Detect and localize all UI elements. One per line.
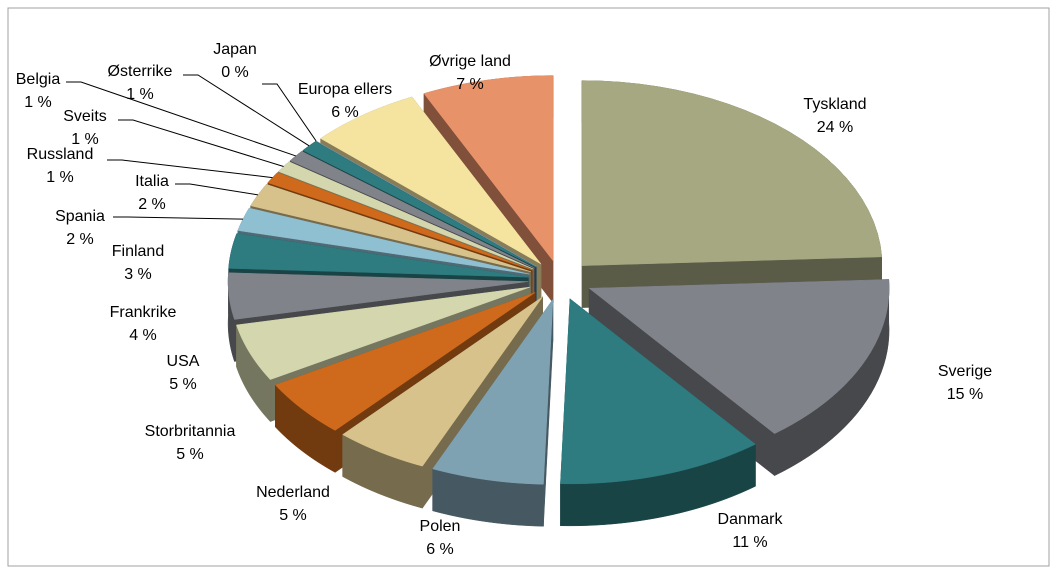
category-label: Spania xyxy=(55,208,105,225)
category-label: Tyskland xyxy=(803,96,866,113)
value-label: 1 % xyxy=(126,86,154,103)
category-label: Russland xyxy=(27,146,94,163)
category-label: Japan xyxy=(213,41,257,58)
leader-line xyxy=(118,119,284,168)
leader-line xyxy=(113,216,243,220)
leader-line xyxy=(183,74,310,147)
slice-top xyxy=(227,272,529,320)
leader-line xyxy=(262,83,317,142)
slice-top xyxy=(228,233,529,278)
value-label: 3 % xyxy=(124,266,152,283)
category-label: Europa ellers xyxy=(298,81,392,98)
leader-line xyxy=(175,183,259,196)
category-label: Storbritannia xyxy=(145,423,236,440)
slice-top xyxy=(315,140,537,267)
slice xyxy=(560,298,756,527)
slice-top xyxy=(581,80,883,266)
slice-top xyxy=(588,279,890,434)
slice-top xyxy=(320,96,542,265)
value-label: 1 % xyxy=(71,131,99,148)
category-label: Øvrige land xyxy=(429,53,511,70)
slice-top xyxy=(423,75,554,262)
value-label: 11 % xyxy=(732,534,767,551)
slice-top xyxy=(277,161,534,270)
value-label: 24 % xyxy=(817,119,853,136)
value-label: 7 % xyxy=(456,76,484,93)
value-label: 4 % xyxy=(129,327,157,344)
slice-top xyxy=(560,298,756,485)
value-label: 0 % xyxy=(221,64,249,81)
slice-top xyxy=(274,292,536,431)
category-label: Danmark xyxy=(718,511,784,528)
value-label: 5 % xyxy=(176,446,204,463)
leader-line xyxy=(66,81,296,157)
category-label: Frankrike xyxy=(110,304,177,321)
category-label: Østerrike xyxy=(108,63,173,80)
value-label: 5 % xyxy=(169,376,197,393)
slice-top xyxy=(432,298,554,485)
value-label: 6 % xyxy=(331,104,359,121)
leader-line xyxy=(107,159,273,179)
category-label: Sverige xyxy=(938,363,992,380)
category-label: Finland xyxy=(112,243,164,260)
value-label: 2 % xyxy=(138,196,166,213)
value-label: 1 % xyxy=(46,169,74,186)
slice-top xyxy=(342,296,543,467)
slice-top xyxy=(236,286,531,380)
slice xyxy=(581,80,883,308)
category-label: Sveits xyxy=(63,108,107,125)
slice-top xyxy=(267,172,533,271)
category-label: Belgia xyxy=(16,71,61,88)
category-label: Polen xyxy=(420,518,461,535)
category-label: USA xyxy=(167,353,200,370)
value-label: 1 % xyxy=(24,94,52,111)
slice xyxy=(432,298,554,527)
value-label: 15 % xyxy=(947,386,983,403)
value-label: 6 % xyxy=(426,541,454,558)
value-label: 2 % xyxy=(66,231,94,248)
category-label: Italia xyxy=(135,173,169,190)
category-label: Nederland xyxy=(256,484,330,501)
value-label: 5 % xyxy=(279,507,307,524)
